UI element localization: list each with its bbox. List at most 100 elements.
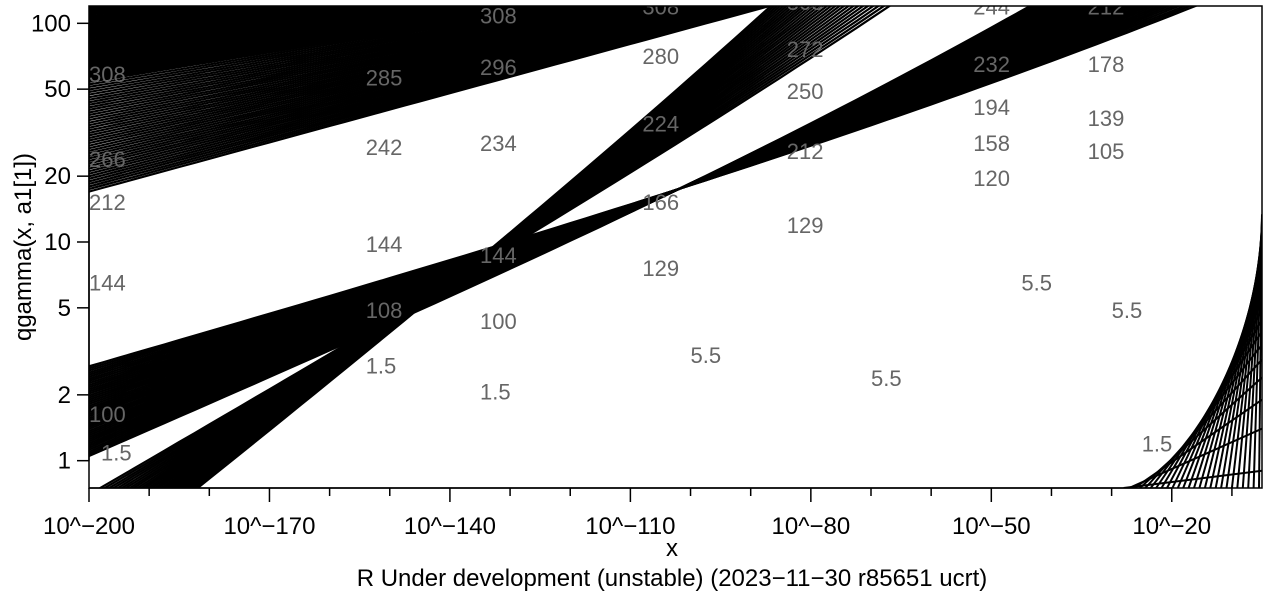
curve-label: 144 xyxy=(480,243,517,268)
curve-label: 212 xyxy=(787,139,824,164)
quantile-curve xyxy=(89,6,503,62)
quantile-curve xyxy=(89,6,525,69)
curve-label: 285 xyxy=(366,65,403,90)
curve-label: 120 xyxy=(973,166,1010,191)
curve-label-layer: 308 266 212 144 100 1.5 285 242 144 108 1.5 308 296 2… xyxy=(89,0,1173,466)
y-axis: 1 2 5 10 20 50 100 xyxy=(31,10,90,475)
quantile-curve xyxy=(89,6,309,25)
curve-label: 194 xyxy=(973,95,1010,120)
y-axis-title: qgamma(x, a1[1]) xyxy=(10,153,37,341)
quantile-curve xyxy=(89,6,672,127)
quantile-curve xyxy=(89,6,472,53)
quantile-curve xyxy=(89,0,1262,4)
x-tick-label: 10^−20 xyxy=(1132,513,1211,540)
quantile-curve xyxy=(89,6,101,7)
quantile-curve xyxy=(89,6,450,48)
curve-label: 308 xyxy=(480,3,517,28)
quantile-curve xyxy=(89,6,650,117)
curve-label: 158 xyxy=(973,131,1010,156)
curve-label: 1.5 xyxy=(480,380,511,405)
curve-label: 308 xyxy=(642,0,679,19)
y-tick-label: 2 xyxy=(58,382,71,409)
quantile-curve xyxy=(89,6,548,78)
x-tick-label: 10^−200 xyxy=(43,513,135,540)
quantile-curve xyxy=(89,6,534,73)
curve-label: 242 xyxy=(366,135,403,160)
curve-label: 166 xyxy=(642,190,679,215)
curve-label: 272 xyxy=(787,37,824,62)
quantile-curve xyxy=(89,6,599,96)
quantile-curve xyxy=(115,6,870,488)
curve-label: 308 xyxy=(787,0,824,15)
quantile-curve xyxy=(89,6,324,27)
quantile-curve xyxy=(89,6,509,64)
curve-label: 280 xyxy=(642,44,679,69)
curve-label: 5.5 xyxy=(1021,271,1052,296)
x-tick-label: 10^−50 xyxy=(952,513,1031,540)
curve-label: 1.5 xyxy=(101,441,132,466)
quantile-curve xyxy=(89,6,351,30)
quantile-curve xyxy=(89,6,497,60)
quantile-curve xyxy=(89,6,465,51)
quantile-curve xyxy=(89,6,485,57)
quantile-curve xyxy=(89,6,605,99)
quantile-curve xyxy=(89,6,362,32)
quantile-curve xyxy=(102,6,886,488)
curve-label: 100 xyxy=(89,402,126,427)
quantile-curve xyxy=(89,6,396,37)
quantile-curve xyxy=(89,0,1262,2)
quantile-curve xyxy=(89,6,644,114)
chart-subtitle: R Under development (unstable) (2023−11−… xyxy=(357,565,988,592)
curve-label: 178 xyxy=(1088,52,1125,77)
y-tick-label: 50 xyxy=(44,76,71,103)
quantile-curve xyxy=(89,6,514,66)
curve-label: 5.5 xyxy=(691,343,722,368)
curve-label: 232 xyxy=(973,52,1010,77)
quantile-curve xyxy=(111,6,876,488)
quantile-curve xyxy=(89,6,591,94)
x-tick-label: 10^−80 xyxy=(772,513,851,540)
x-tick-label: 10^−170 xyxy=(223,513,315,540)
curve-label: 1.5 xyxy=(366,354,397,379)
quantile-curve xyxy=(89,6,552,80)
quantile-curve xyxy=(89,6,661,122)
quantile-curve xyxy=(107,6,881,488)
quantile-curve xyxy=(89,6,576,88)
quantile-curve xyxy=(89,6,457,50)
curve-label: 224 xyxy=(642,112,679,137)
quantile-curve xyxy=(89,6,530,71)
quantile-curve xyxy=(89,6,338,28)
quantile-curve xyxy=(89,6,556,82)
quantile-curve xyxy=(89,6,584,91)
quantile-curve xyxy=(89,6,638,111)
curve-label: 1.5 xyxy=(1142,432,1173,457)
x-axis: 10^−200 10^−170 10^−140 10^−110 10^−80 10^−50… xyxy=(43,487,1233,540)
quantile-curve xyxy=(89,6,478,55)
quantile-curve xyxy=(89,6,539,75)
quantile-curve xyxy=(89,6,632,109)
quantile-curve xyxy=(89,6,677,129)
x-tick-label: 10^−110 xyxy=(585,513,675,540)
curve-label: 144 xyxy=(89,271,126,296)
curve-label: 212 xyxy=(1088,0,1125,19)
y-tick-label: 20 xyxy=(44,163,71,190)
x-axis-title: x xyxy=(666,535,678,562)
quantile-curve xyxy=(89,6,416,41)
curve-label: 266 xyxy=(89,147,126,172)
quantile-curve xyxy=(89,6,626,106)
quantile-curve xyxy=(89,6,442,46)
curve-label: 108 xyxy=(366,298,403,323)
y-tick-label: 1 xyxy=(58,448,71,475)
quantile-curve xyxy=(89,6,434,44)
y-tick-label: 5 xyxy=(58,295,71,322)
quantile-curve xyxy=(123,6,860,488)
quantile-curve xyxy=(89,6,666,124)
curve-label: 144 xyxy=(366,232,403,257)
curve-label: 308 xyxy=(89,62,126,87)
quantile-curve xyxy=(89,6,425,43)
curve-label: 129 xyxy=(642,256,679,281)
quantile-curve xyxy=(89,6,560,83)
quantile-curve xyxy=(89,6,656,119)
quantile-curve xyxy=(89,6,492,59)
